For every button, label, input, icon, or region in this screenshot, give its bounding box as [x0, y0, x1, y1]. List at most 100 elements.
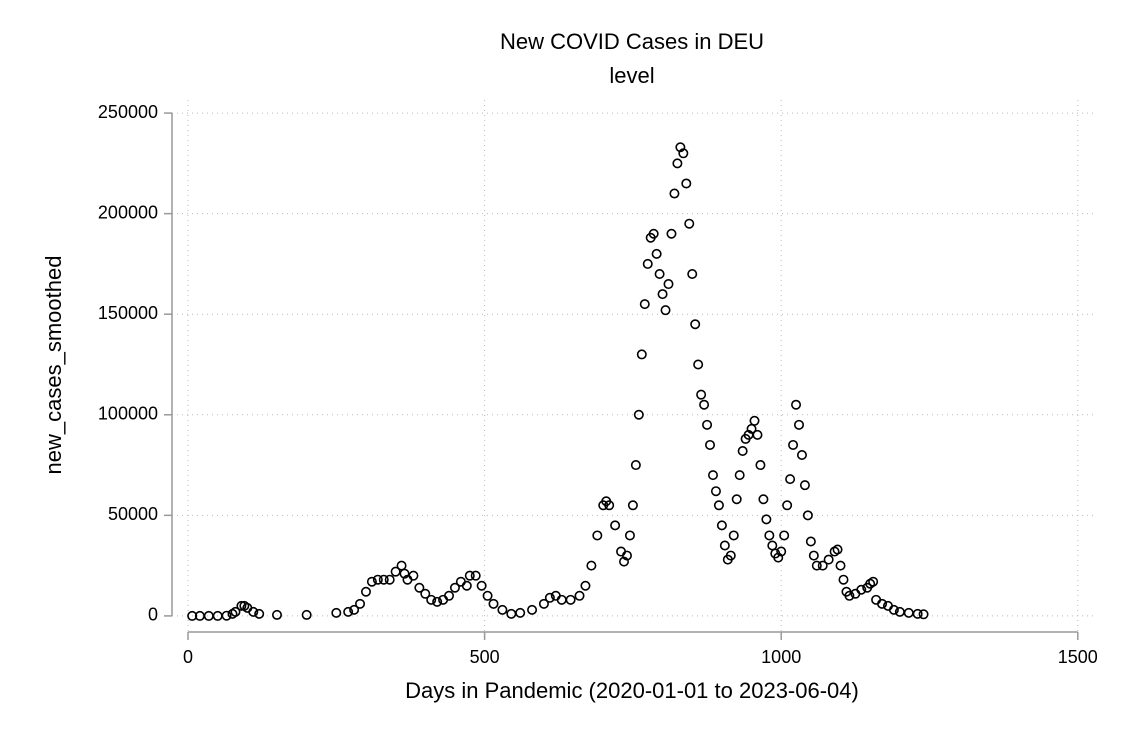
point — [390, 566, 401, 577]
point — [331, 607, 342, 618]
y-tick-label: 200000 — [98, 202, 158, 222]
x-tick-label: 500 — [470, 647, 500, 667]
chart-title: New COVID Cases in DEU — [500, 29, 764, 54]
point — [767, 540, 778, 551]
point — [408, 570, 419, 581]
point — [349, 604, 360, 615]
point — [675, 142, 686, 153]
point — [903, 607, 914, 618]
y-tick-label: 150000 — [98, 303, 158, 323]
y-tick-label: 50000 — [108, 504, 158, 524]
point — [527, 604, 538, 615]
point — [444, 590, 455, 601]
point — [432, 596, 443, 607]
point — [449, 582, 460, 593]
x-axis-label: Days in Pandemic (2020-01-01 to 2023-06-… — [405, 678, 859, 703]
point — [604, 500, 615, 511]
point — [811, 560, 822, 571]
point — [360, 586, 371, 597]
point — [702, 419, 713, 430]
point — [888, 604, 899, 615]
point — [728, 530, 739, 541]
point — [705, 439, 716, 450]
y-tick-label: 250000 — [98, 102, 158, 122]
point — [802, 510, 813, 521]
point — [343, 606, 354, 617]
point — [271, 609, 282, 620]
point — [776, 546, 787, 557]
point — [203, 610, 214, 621]
point — [749, 415, 760, 426]
point — [482, 590, 493, 601]
point — [838, 574, 849, 585]
point — [737, 445, 748, 456]
point — [616, 546, 627, 557]
point — [808, 550, 819, 561]
point — [476, 580, 487, 591]
point — [779, 530, 790, 541]
point — [639, 299, 650, 310]
point — [426, 594, 437, 605]
point — [627, 500, 638, 511]
point — [221, 610, 232, 621]
point — [758, 494, 769, 505]
point — [630, 460, 641, 471]
point — [420, 588, 431, 599]
point — [719, 540, 730, 551]
point — [586, 560, 597, 571]
point — [506, 608, 517, 619]
point — [918, 609, 929, 620]
y-tick-label: 0 — [148, 605, 158, 625]
x-tick-label: 0 — [183, 647, 193, 667]
point — [693, 359, 704, 370]
point — [877, 598, 888, 609]
point — [230, 606, 241, 617]
x-tick-label: 1500 — [1058, 647, 1098, 667]
point — [455, 576, 466, 587]
point — [755, 460, 766, 471]
point — [660, 305, 671, 316]
point — [515, 607, 526, 618]
point — [663, 279, 674, 290]
point — [642, 258, 653, 269]
y-tick-label: 100000 — [98, 404, 158, 424]
point — [773, 552, 784, 563]
point — [912, 608, 923, 619]
point — [678, 148, 689, 159]
point — [399, 568, 410, 579]
point — [648, 228, 659, 239]
point — [785, 474, 796, 485]
point — [868, 576, 879, 587]
point — [414, 582, 425, 593]
point — [657, 289, 668, 300]
point — [672, 158, 683, 169]
point — [538, 598, 549, 609]
point — [699, 399, 710, 410]
point — [236, 600, 247, 611]
point — [832, 544, 843, 555]
point — [684, 218, 695, 229]
point — [488, 598, 499, 609]
point — [725, 550, 736, 561]
point — [856, 584, 867, 595]
point — [716, 520, 727, 531]
point — [384, 574, 395, 585]
point — [731, 494, 742, 505]
point — [556, 594, 567, 605]
y-axis-label: new_cases_smoothed — [41, 256, 66, 475]
point — [835, 560, 846, 571]
point — [621, 550, 632, 561]
chart-subtitle: level — [609, 63, 654, 88]
point — [793, 419, 804, 430]
point — [761, 514, 772, 525]
point — [696, 389, 707, 400]
point — [248, 606, 259, 617]
point — [544, 592, 555, 603]
point — [796, 450, 807, 461]
point — [788, 439, 799, 450]
point — [565, 594, 576, 605]
point — [574, 590, 585, 601]
point — [378, 574, 389, 585]
point — [799, 480, 810, 491]
